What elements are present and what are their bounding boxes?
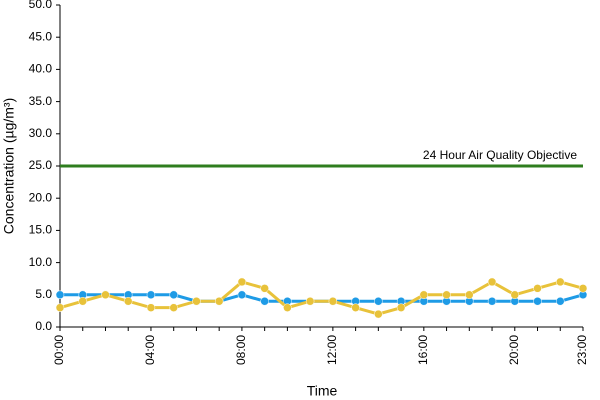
- data-point: [214, 296, 224, 306]
- data-point: [396, 303, 406, 312]
- data-point: [442, 290, 451, 300]
- data-point: [465, 290, 474, 300]
- x-tick-label: 20:00: [507, 335, 521, 365]
- data-point: [351, 303, 360, 312]
- data-point: [55, 303, 65, 312]
- x-axis-title: Time: [307, 383, 338, 399]
- data-point: [510, 290, 520, 300]
- x-tick-label: 08:00: [234, 335, 248, 365]
- y-tick-label: 30.0: [29, 126, 53, 140]
- x-tick-label: 12:00: [325, 335, 339, 365]
- data-point: [237, 277, 247, 287]
- x-tick-label: 16:00: [416, 335, 430, 365]
- y-tick-label: 50.0: [29, 0, 53, 11]
- data-point: [146, 303, 156, 312]
- data-point: [146, 290, 156, 300]
- data-point: [487, 296, 497, 306]
- y-tick-label: 20.0: [29, 190, 53, 204]
- data-point: [169, 303, 178, 312]
- data-point: [578, 284, 588, 293]
- y-tick-label: 10.0: [29, 255, 53, 269]
- data-point: [283, 303, 292, 312]
- data-point: [556, 296, 565, 306]
- data-point: [556, 277, 565, 287]
- data-point: [487, 277, 497, 287]
- data-point: [192, 296, 201, 306]
- data-point: [169, 290, 178, 300]
- series-line: [59, 280, 584, 316]
- data-point: [260, 296, 269, 306]
- data-point: [101, 290, 110, 300]
- y-tick-label: 0.0: [35, 319, 52, 333]
- data-point: [260, 284, 269, 293]
- reference-label: 24 Hour Air Quality Objective: [423, 148, 577, 162]
- y-tick-label: 40.0: [29, 62, 53, 76]
- data-point: [55, 290, 65, 300]
- x-tick-label: 04:00: [143, 335, 157, 365]
- data-point: [237, 290, 247, 300]
- data-point: [305, 296, 315, 306]
- data-point: [374, 309, 383, 319]
- data-point: [78, 296, 87, 306]
- y-tick-label: 15.0: [29, 223, 53, 237]
- data-point: [328, 296, 338, 306]
- data-point: [419, 290, 429, 300]
- data-point: [533, 284, 542, 293]
- data-point: [374, 296, 383, 306]
- y-tick-label: 5.0: [35, 287, 52, 301]
- x-tick-label: 00:00: [52, 335, 66, 365]
- y-axis-title: Concentration (µg/m³): [1, 98, 17, 234]
- y-tick-label: 35.0: [29, 94, 53, 108]
- data-point: [533, 296, 542, 306]
- x-tick-label: 23:00: [575, 335, 589, 365]
- y-tick-label: 25.0: [29, 158, 53, 172]
- y-tick-label: 45.0: [29, 29, 53, 43]
- data-point: [123, 296, 133, 306]
